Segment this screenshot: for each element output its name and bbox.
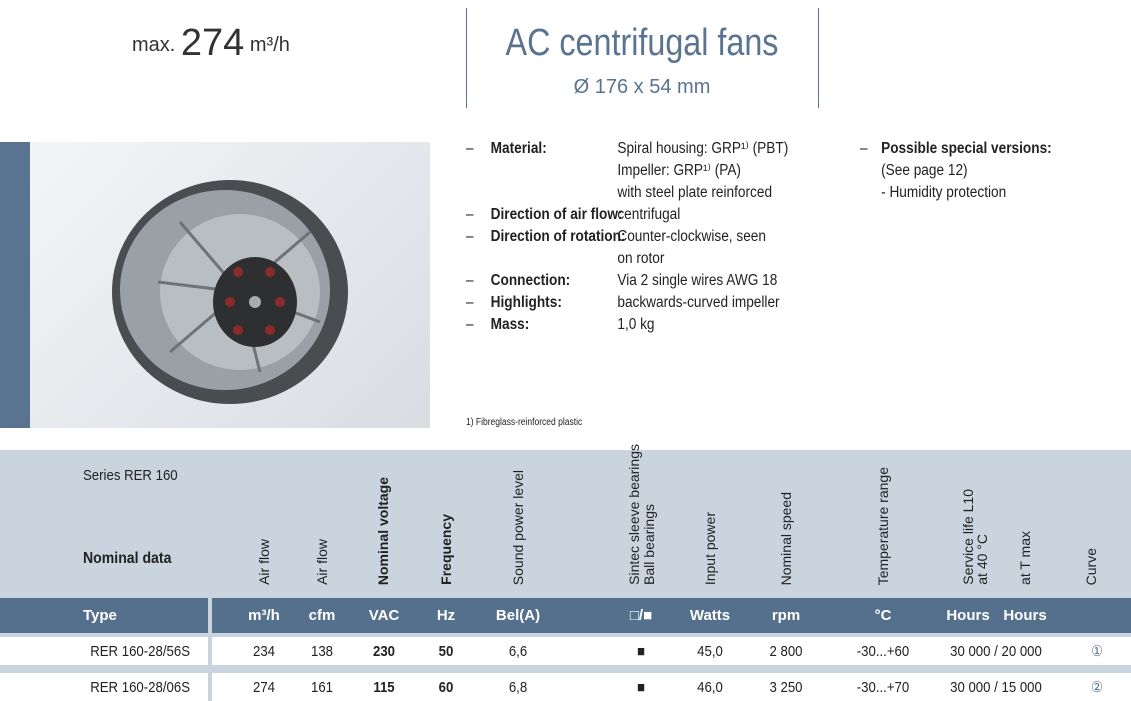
spec-label: Direction of rotation: xyxy=(490,228,626,245)
col-header-airflow-cfm: Air flow xyxy=(314,539,330,585)
cell-bearing: ■ xyxy=(637,678,645,696)
col-header-frequency: Frequency xyxy=(438,514,454,585)
col-header-sound: Sound power level xyxy=(510,469,526,585)
dash: – xyxy=(466,206,474,223)
cell-vac: 230 xyxy=(372,642,396,660)
col-header-service-life: Service life L10 xyxy=(960,489,976,585)
col-header-input-power: Input power xyxy=(702,511,718,585)
special-label: Possible special versions: xyxy=(881,140,1052,157)
cell-hz: 60 xyxy=(438,678,454,696)
cell-rpm: 2 800 xyxy=(769,642,803,660)
dash: – xyxy=(466,272,474,289)
cell-temp: -30...+70 xyxy=(856,678,910,696)
unit-1: m³/h xyxy=(248,607,280,624)
unit-9: °C xyxy=(874,607,892,624)
spec-list: – Material: Spiral housing: GRP¹⁾ (PBT) Imp… xyxy=(466,138,800,338)
cell-hours: 30 000 / 20 000 xyxy=(950,642,1042,660)
spec-value: centrifugal xyxy=(617,206,681,223)
spec-label: Connection: xyxy=(490,272,571,289)
spec-label: Mass: xyxy=(490,316,530,333)
footnote: 1) Fibreglass-reinforced plastic xyxy=(466,417,583,428)
col-header-speed: Nominal speed xyxy=(778,491,794,585)
page-subtitle: Ø 176 x 54 mm xyxy=(573,76,711,98)
col-header-temperature: Temperature range xyxy=(875,466,891,585)
series-label: Series RER 160 xyxy=(83,467,178,484)
cell-type: RER 160-28/56S xyxy=(90,642,190,660)
spec-value: Spiral housing: GRP¹⁾ (PBT) xyxy=(617,140,789,157)
spec-value: with steel plate reinforced xyxy=(617,184,773,201)
table-row: RER 160-28/06S 274 161 115 60 6,8 ■ 46,0 3 250 -3… xyxy=(0,673,1131,701)
cell-temp: -30...+60 xyxy=(856,642,910,660)
col-header-curve: Curve xyxy=(1083,547,1099,585)
divider xyxy=(208,598,212,633)
special-line: (See page 12) xyxy=(881,162,968,179)
col-header-ball-bearings: Ball bearings xyxy=(641,504,657,585)
unit-2: cfm xyxy=(308,607,336,624)
unit-5: Bel(A) xyxy=(495,607,541,624)
cell-curve[interactable]: ② xyxy=(1091,679,1103,696)
cell-m3h: 274 xyxy=(252,678,276,696)
cell-cfm: 161 xyxy=(310,678,334,696)
unit-0: Type xyxy=(83,607,117,624)
cell-watts: 46,0 xyxy=(697,678,723,696)
unit-7: Watts xyxy=(689,607,731,624)
unit-10: Hours xyxy=(946,607,990,624)
col-header-at-40: at 40 °C xyxy=(974,534,990,585)
cell-curve[interactable]: ① xyxy=(1091,643,1103,660)
cell-rpm: 3 250 xyxy=(769,678,803,696)
cell-bel: 6,8 xyxy=(508,678,528,696)
col-header-airflow-m3h: Air flow xyxy=(256,539,272,585)
unit-4: Hz xyxy=(436,607,456,624)
dash: – xyxy=(860,140,868,157)
cell-m3h: 234 xyxy=(252,642,276,660)
spec-label: Direction of air flow: xyxy=(490,206,623,223)
cell-cfm: 138 xyxy=(310,642,334,660)
divider xyxy=(208,673,212,701)
divider xyxy=(208,637,212,665)
max-prefix: max. xyxy=(132,34,176,56)
spec-value: Via 2 single wires AWG 18 xyxy=(617,272,778,289)
fan-illustration xyxy=(112,180,348,404)
spec-value: backwards-curved impeller xyxy=(617,294,780,311)
unit-3: VAC xyxy=(368,607,400,624)
max-unit: m³/h xyxy=(249,34,290,56)
page-title: AC centrifugal fans xyxy=(505,22,779,64)
dash: – xyxy=(466,228,474,245)
nominal-data-table: Series RER 160 Nominal data Air flow Air… xyxy=(0,444,1131,701)
cell-bearing: ■ xyxy=(637,642,645,660)
cell-hz: 50 xyxy=(438,642,454,660)
spec-value: Counter-clockwise, seen xyxy=(617,228,766,245)
fan-image xyxy=(30,142,430,428)
dash: – xyxy=(466,140,474,157)
special-line: - Humidity protection xyxy=(881,184,1007,201)
unit-11: Hours xyxy=(1003,607,1047,624)
max-value: 274 xyxy=(180,22,245,64)
spec-value: on rotor xyxy=(617,250,665,267)
divider xyxy=(818,8,819,108)
unit-8: rpm xyxy=(771,607,801,624)
cell-vac: 115 xyxy=(373,678,395,696)
max-airflow: max. 274 m³/h xyxy=(132,22,290,65)
accent-stripe xyxy=(0,142,30,428)
dash: – xyxy=(466,316,474,333)
cell-hours: 30 000 / 15 000 xyxy=(950,678,1042,696)
table-row: RER 160-28/56S 234 138 230 50 6,6 ■ 45,0 2 800 -3… xyxy=(0,637,1131,665)
divider xyxy=(466,8,467,108)
spec-value: 1,0 kg xyxy=(617,316,655,333)
col-header-voltage: Nominal voltage xyxy=(375,476,391,585)
col-header-at-tmax: at T max xyxy=(1017,531,1033,585)
cell-bel: 6,6 xyxy=(508,642,528,660)
cell-type: RER 160-28/06S xyxy=(90,678,190,696)
col-header-sleeve-bearings: Sintec sleeve bearings xyxy=(626,444,642,585)
unit-6: □/■ xyxy=(629,607,653,624)
dash: – xyxy=(466,294,474,311)
spec-value: Impeller: GRP¹⁾ (PA) xyxy=(617,162,741,179)
spec-label: Material: xyxy=(490,140,547,157)
cell-watts: 45,0 xyxy=(697,642,723,660)
spec-label: Highlights: xyxy=(490,294,562,311)
units-row: Type m³/h cfm VAC Hz Bel(A) □/■ Watts rpm °C Hours… xyxy=(0,598,1131,633)
nominal-data-label: Nominal data xyxy=(83,550,172,567)
